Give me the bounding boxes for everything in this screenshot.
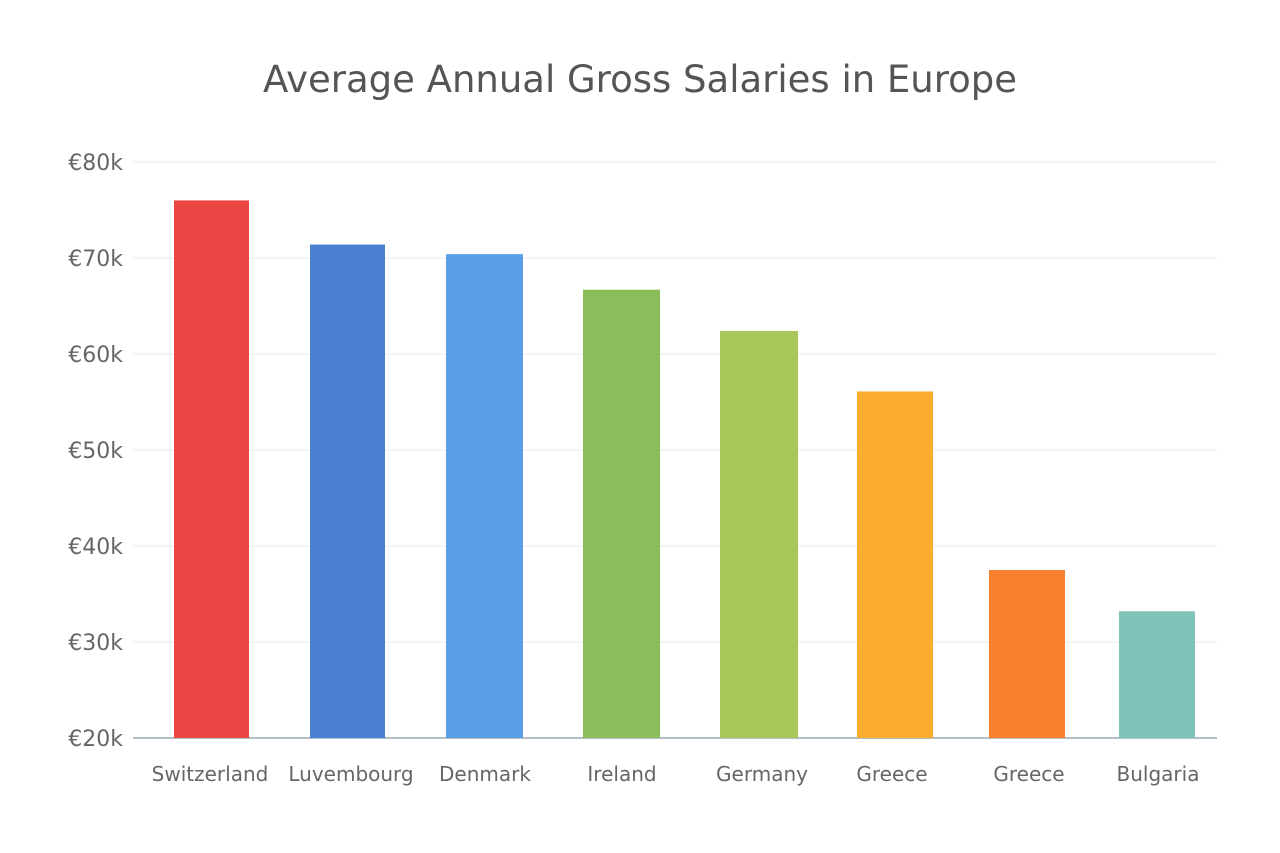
bar (310, 244, 385, 738)
bar (989, 570, 1065, 738)
x-tick-label: Bulgaria (1117, 762, 1200, 786)
y-tick-label: €80k (68, 151, 123, 176)
bar (174, 200, 249, 738)
x-tick-label: Denmark (439, 762, 531, 786)
y-tick-label: €50k (68, 439, 123, 464)
x-tick-label: Germany (716, 762, 808, 786)
y-tick-label: €30k (68, 631, 123, 656)
chart-title: Average Annual Gross Salaries in Europe (262, 58, 1018, 101)
x-tick-label: Ireland (587, 762, 656, 786)
bar (1119, 611, 1195, 738)
x-tick-label: Greece (856, 762, 927, 786)
y-tick-label: €40k (68, 535, 123, 560)
bar (720, 330, 798, 738)
y-tick-label: €20k (68, 727, 123, 752)
x-tick-label: Switzerland (152, 762, 269, 786)
bar (583, 289, 660, 738)
bar (857, 391, 933, 738)
x-tick-label: Luvembourg (288, 762, 413, 786)
x-tick-label: Greece (993, 762, 1064, 786)
bar (446, 254, 523, 738)
y-tick-label: €60k (68, 343, 123, 368)
y-tick-label: €70k (68, 247, 123, 272)
